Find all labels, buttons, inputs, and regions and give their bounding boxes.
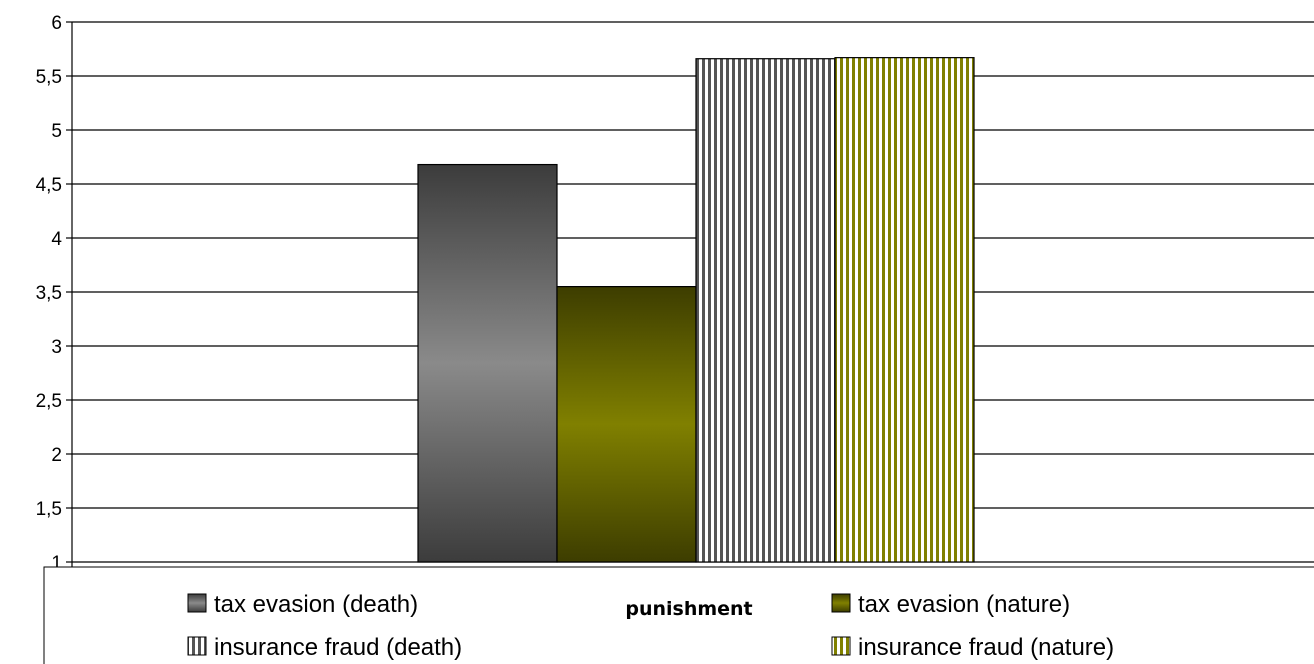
y-tick-label: 4 [51,229,62,250]
bar-insurance-fraud-death [695,58,836,563]
y-tick-label: 2,5 [36,391,62,412]
bar-insurance-fraud-nature [834,57,975,563]
y-tick-label: 4,5 [36,175,62,196]
legend-label: tax evasion (death) [214,591,418,618]
legend-swatch [187,636,207,656]
legend-box [43,566,1314,664]
legend: punishment tax evasion (death) tax evasio… [43,566,1314,664]
bar-tax-evasion-nature [556,286,697,563]
legend-swatch [831,593,851,613]
y-tick-label: 3,5 [36,283,62,304]
legend-swatch [831,636,851,656]
y-tick-label: 6 [51,13,62,34]
legend-label: insurance fraud (death) [214,634,462,661]
legend-label: insurance fraud (nature) [858,634,1114,661]
axes: 1 1,5 2 2,5 3 3,5 4 4,5 5 5,5 6 [36,13,73,574]
bar-tax-evasion-death [417,163,558,563]
legend-label: tax evasion (nature) [858,591,1070,618]
x-axis-label: punishment [625,598,752,620]
bars [417,57,975,563]
y-tick-label: 1,5 [36,499,62,520]
y-tick-label: 5,5 [36,67,62,88]
y-tick-label: 5 [51,121,62,142]
y-tick-label: 2 [51,445,62,466]
y-tick-label: 3 [51,337,62,358]
y-tick-label: 1 [51,553,62,574]
legend-swatch [187,593,207,613]
